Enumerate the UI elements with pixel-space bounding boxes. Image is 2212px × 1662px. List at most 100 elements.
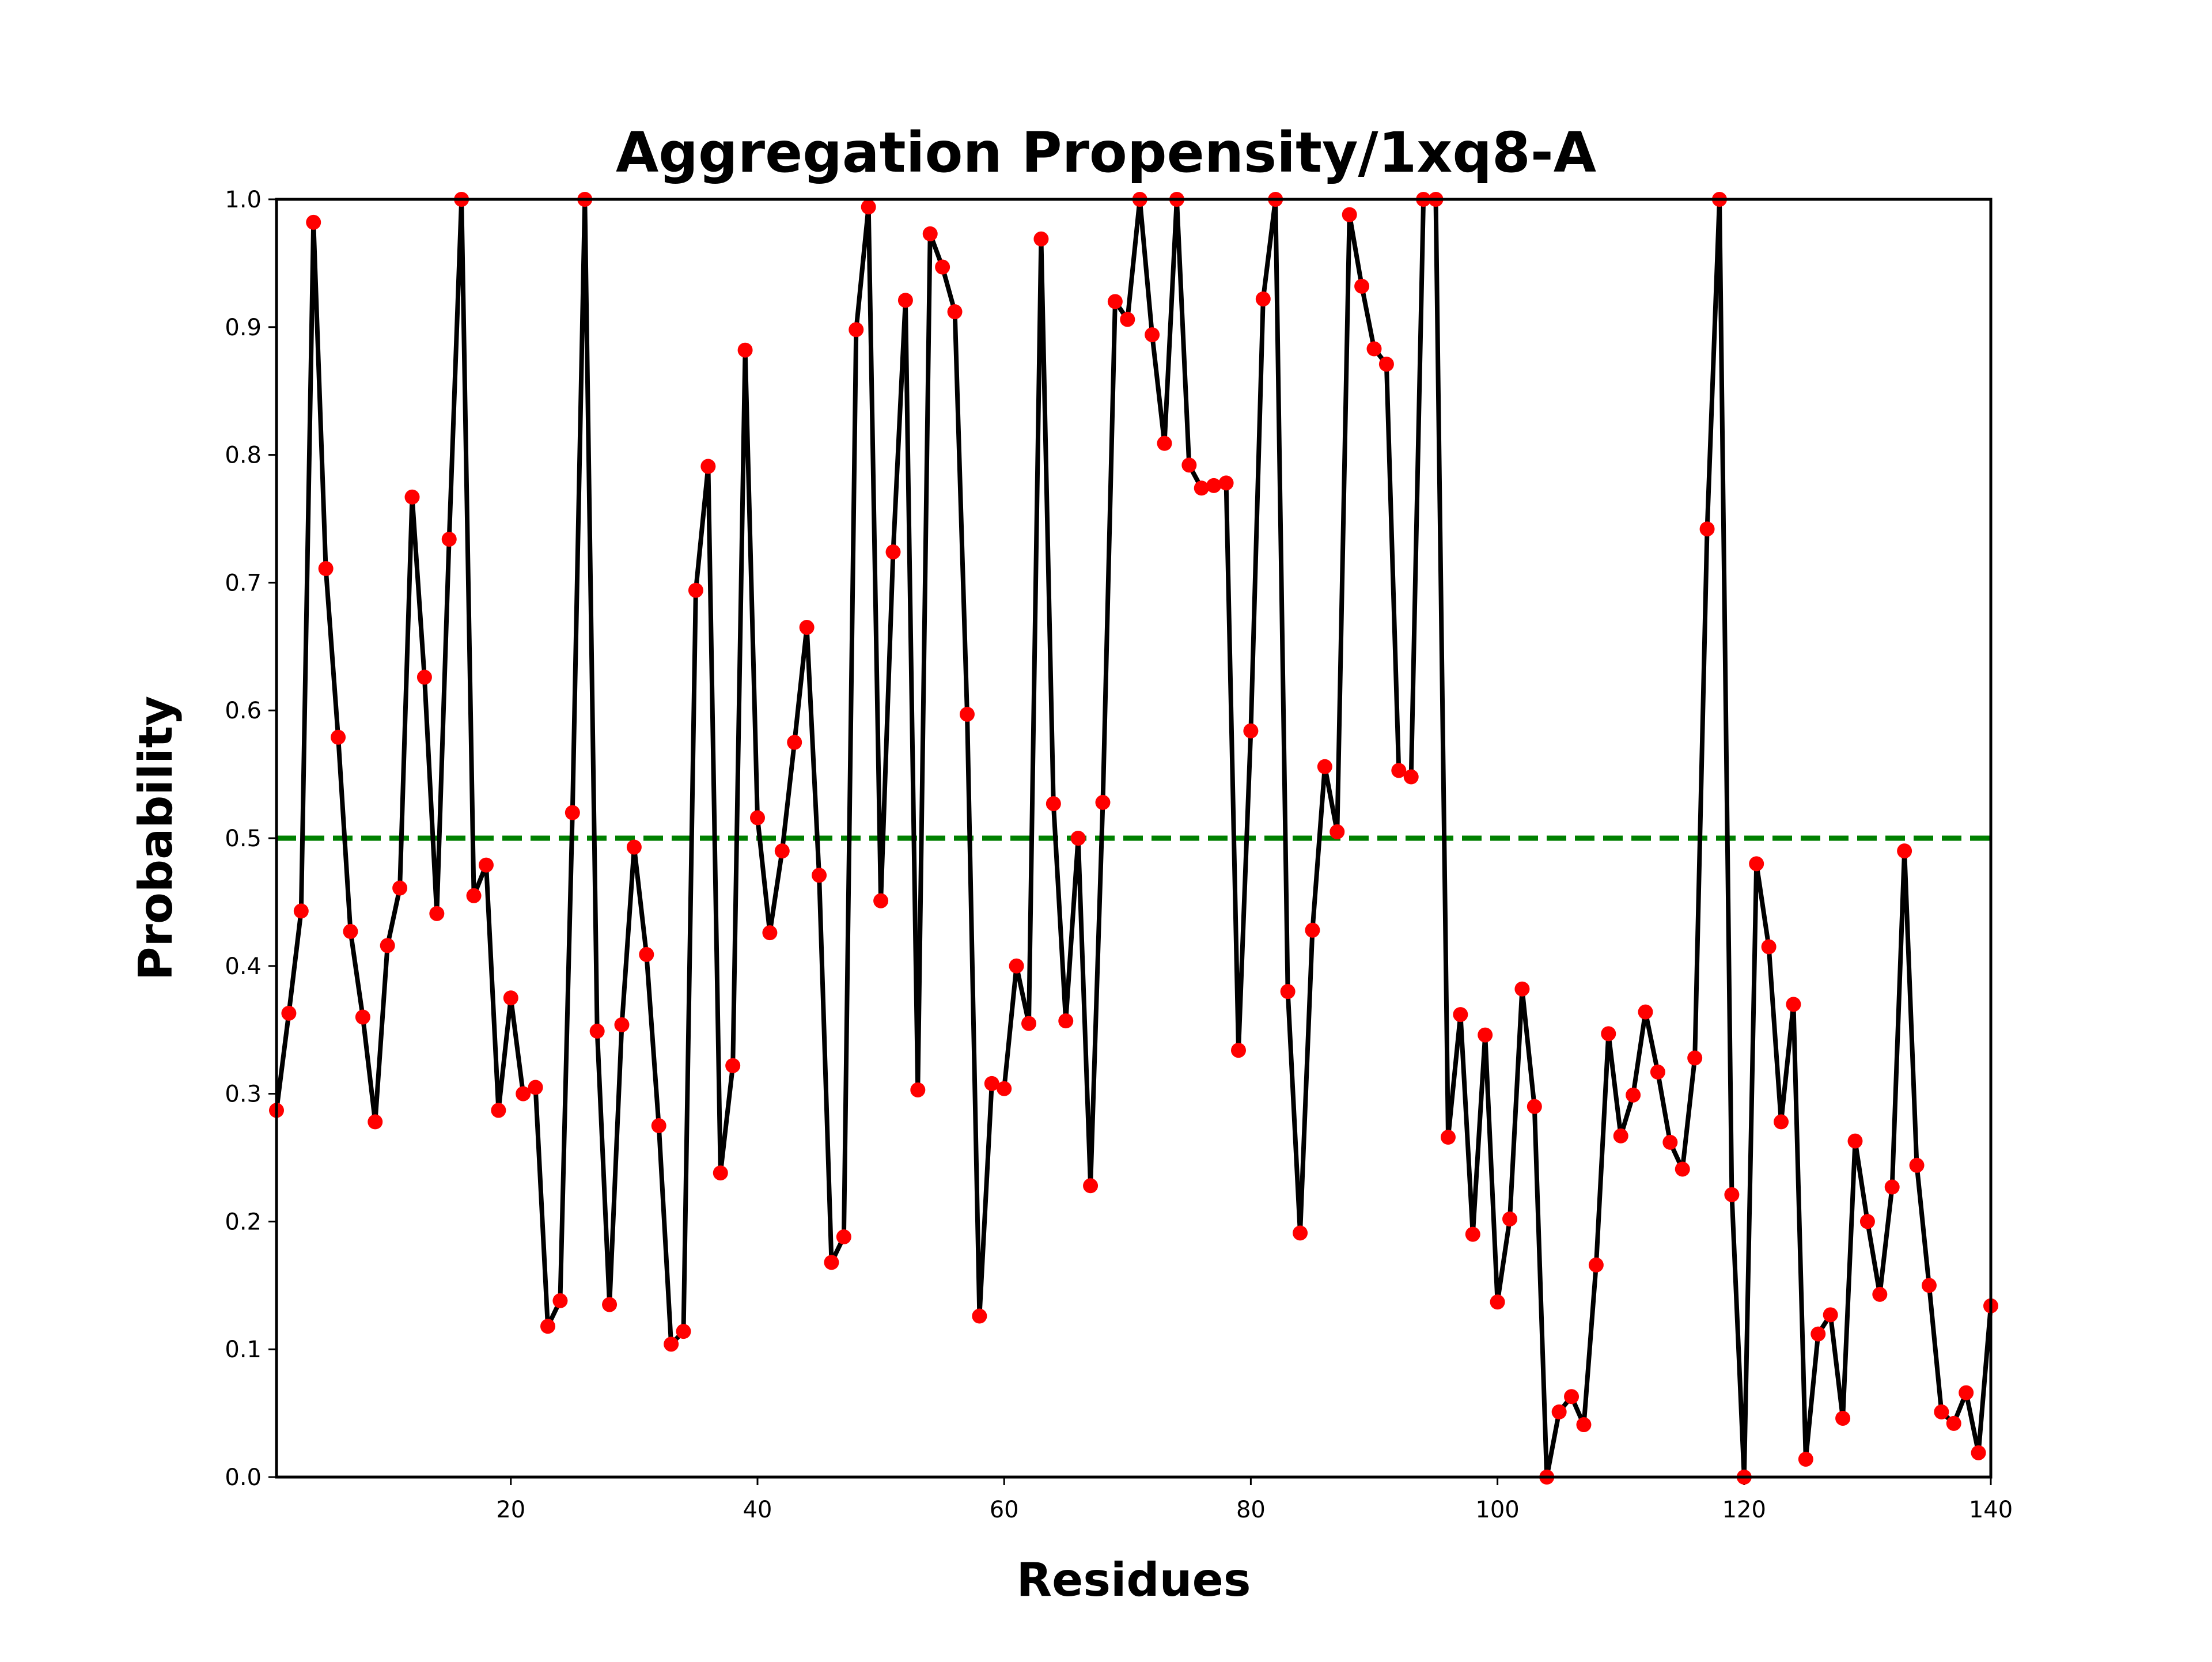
- data-point: [404, 489, 420, 505]
- x-axis-label: Residues: [1017, 1553, 1251, 1607]
- data-point: [700, 459, 716, 474]
- data-point: [1145, 327, 1160, 343]
- plot-frame: [275, 198, 1993, 1479]
- x-tick-label: 140: [1969, 1497, 2013, 1523]
- y-tick-label: 0.9: [225, 315, 262, 341]
- data-point: [441, 531, 457, 547]
- data-point: [1317, 759, 1332, 774]
- data-point: [602, 1297, 618, 1312]
- data-point: [1095, 794, 1111, 810]
- data-point: [1823, 1307, 1838, 1323]
- x-tick-label: 100: [1475, 1497, 1519, 1523]
- data-point: [1551, 1404, 1567, 1419]
- data-point: [1120, 312, 1135, 327]
- data-point: [416, 669, 432, 685]
- data-point: [947, 304, 963, 320]
- data-point: [1897, 843, 1912, 859]
- x-tick-label: 60: [990, 1497, 1019, 1523]
- data-point: [1675, 1161, 1690, 1177]
- data-point: [589, 1023, 605, 1039]
- data-point: [1884, 1179, 1900, 1195]
- data-point: [1699, 521, 1715, 537]
- data-point: [849, 322, 864, 338]
- chart-title: Aggregation Propensity/1xq8-A: [616, 120, 1596, 185]
- data-point: [1021, 1016, 1037, 1031]
- data-point: [1502, 1211, 1518, 1226]
- data-point: [1478, 1027, 1493, 1043]
- data-point: [1564, 1389, 1580, 1404]
- data-point: [1440, 1130, 1456, 1145]
- y-tick-label: 0.1: [225, 1337, 262, 1363]
- data-point: [1342, 207, 1357, 222]
- data-point: [749, 810, 765, 826]
- data-point: [306, 214, 321, 230]
- data-point: [984, 1076, 999, 1091]
- y-tick-label: 0.4: [225, 953, 262, 980]
- data-point: [478, 857, 494, 873]
- data-point: [1514, 981, 1530, 997]
- data-point: [873, 893, 889, 908]
- data-point: [676, 1324, 691, 1339]
- data-point: [651, 1118, 666, 1134]
- data-point: [1959, 1385, 1974, 1400]
- data-point: [1601, 1026, 1616, 1042]
- data-point: [1366, 341, 1382, 357]
- data-point: [1662, 1134, 1678, 1150]
- data-point: [540, 1319, 556, 1334]
- data-point: [836, 1229, 851, 1245]
- data-point: [1403, 769, 1419, 785]
- x-tick-label: 20: [496, 1497, 525, 1523]
- data-point: [1391, 763, 1407, 778]
- x-tick-label: 80: [1236, 1497, 1266, 1523]
- data-point: [1194, 480, 1209, 496]
- data-point: [1157, 436, 1172, 451]
- data-point: [737, 342, 753, 358]
- data-point: [614, 1017, 630, 1032]
- data-point: [935, 259, 950, 275]
- data-point: [639, 947, 654, 962]
- x-tick-label: 120: [1722, 1497, 1766, 1523]
- data-point: [1588, 1257, 1604, 1273]
- x-tick-label: 40: [743, 1497, 772, 1523]
- data-point: [897, 293, 913, 308]
- data-point: [1576, 1417, 1592, 1433]
- y-tick-label: 0.3: [225, 1081, 262, 1108]
- data-point: [997, 1081, 1012, 1096]
- data-point: [1354, 278, 1370, 294]
- data-point: [1687, 1050, 1703, 1066]
- data-point: [774, 843, 790, 859]
- data-point: [355, 1009, 370, 1025]
- data-point: [1033, 231, 1049, 247]
- data-point: [1046, 796, 1061, 812]
- data-point: [1009, 958, 1024, 974]
- data-point: [972, 1308, 987, 1324]
- data-point: [293, 903, 309, 919]
- markers-layer: [269, 192, 1998, 1485]
- data-point: [812, 868, 827, 883]
- data-point: [1465, 1226, 1480, 1242]
- data-point: [1230, 1043, 1246, 1058]
- data-point: [1921, 1278, 1937, 1293]
- data-point: [1330, 824, 1345, 839]
- data-point: [664, 1337, 679, 1352]
- data-point: [1255, 291, 1271, 307]
- data-point: [626, 839, 642, 855]
- data-point: [1835, 1410, 1851, 1426]
- y-tick-label: 1.0: [225, 187, 262, 213]
- data-point: [1638, 1004, 1653, 1020]
- data-point: [1749, 856, 1764, 872]
- data-point: [861, 199, 876, 215]
- data-point: [1872, 1286, 1888, 1302]
- data-point: [1971, 1445, 1986, 1460]
- data-point: [910, 1082, 926, 1097]
- data-point: [1626, 1087, 1641, 1103]
- data-point: [1613, 1128, 1628, 1144]
- data-point: [824, 1255, 839, 1270]
- data-point: [1218, 475, 1234, 491]
- data-point: [368, 1114, 383, 1130]
- data-point: [565, 805, 580, 820]
- y-tick-label: 0.6: [225, 698, 262, 724]
- data-point: [343, 923, 358, 939]
